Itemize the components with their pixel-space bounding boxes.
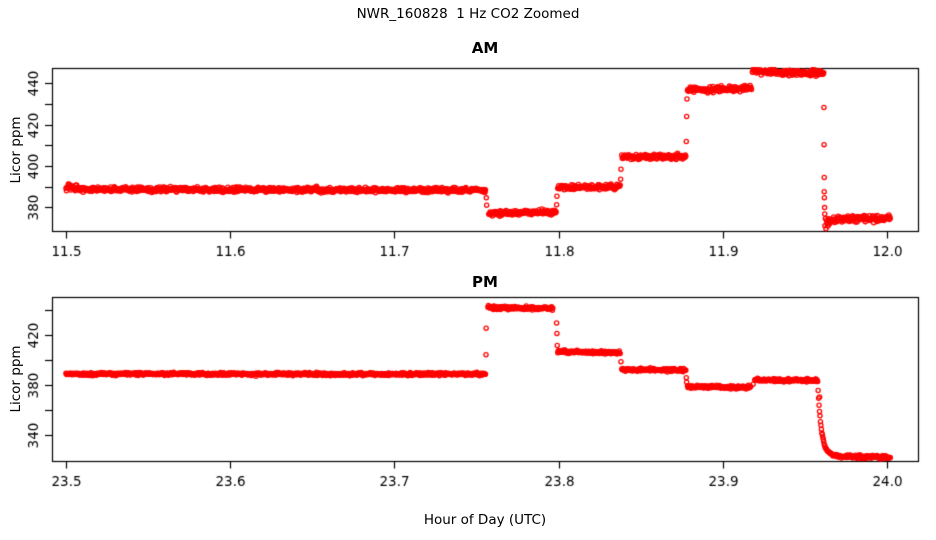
pm-panel-title: PM xyxy=(472,273,498,291)
x-axis-label: Hour of Day (UTC) xyxy=(423,512,547,528)
am-y-axis-label: Licor ppm xyxy=(8,116,24,184)
am-panel-title: AM xyxy=(471,39,499,57)
pm-y-axis-label: Licor ppm xyxy=(8,345,24,413)
chart-title: NWR_160828 1 Hz CO2 Zoomed xyxy=(356,6,580,22)
